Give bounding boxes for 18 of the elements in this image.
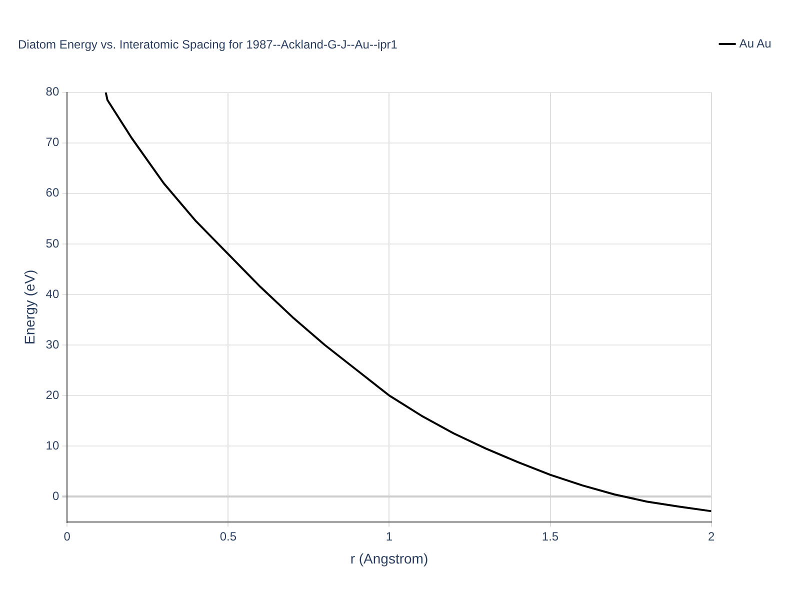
x-tick-label: 2 — [708, 529, 715, 544]
x-tick-label: 1 — [386, 529, 393, 544]
x-tick-label: 0 — [64, 529, 71, 544]
y-tick-label: 80 — [46, 84, 60, 99]
y-axis-title: Energy (eV) — [21, 270, 38, 344]
y-tick-label: 0 — [52, 488, 60, 503]
y-tick-label: 10 — [46, 438, 60, 452]
x-tick-label: 1.5 — [542, 529, 559, 544]
y-tick-label: 60 — [46, 186, 60, 200]
chart-title: Diatom Energy vs. Interatomic Spacing for 1987--Ackland-G-J--Au--ipr1 — [18, 38, 398, 52]
x-tick-label: 0.5 — [220, 529, 237, 544]
y-tick-label: 50 — [46, 236, 60, 250]
y-tick-label: 30 — [46, 337, 60, 352]
y-tick-label: 40 — [46, 286, 60, 301]
y-tick-label: 70 — [46, 135, 60, 150]
y-tick-label: 20 — [46, 388, 60, 402]
legend-label: Au Au — [739, 36, 772, 50]
x-axis-title: r (Angstrom) — [350, 550, 428, 566]
